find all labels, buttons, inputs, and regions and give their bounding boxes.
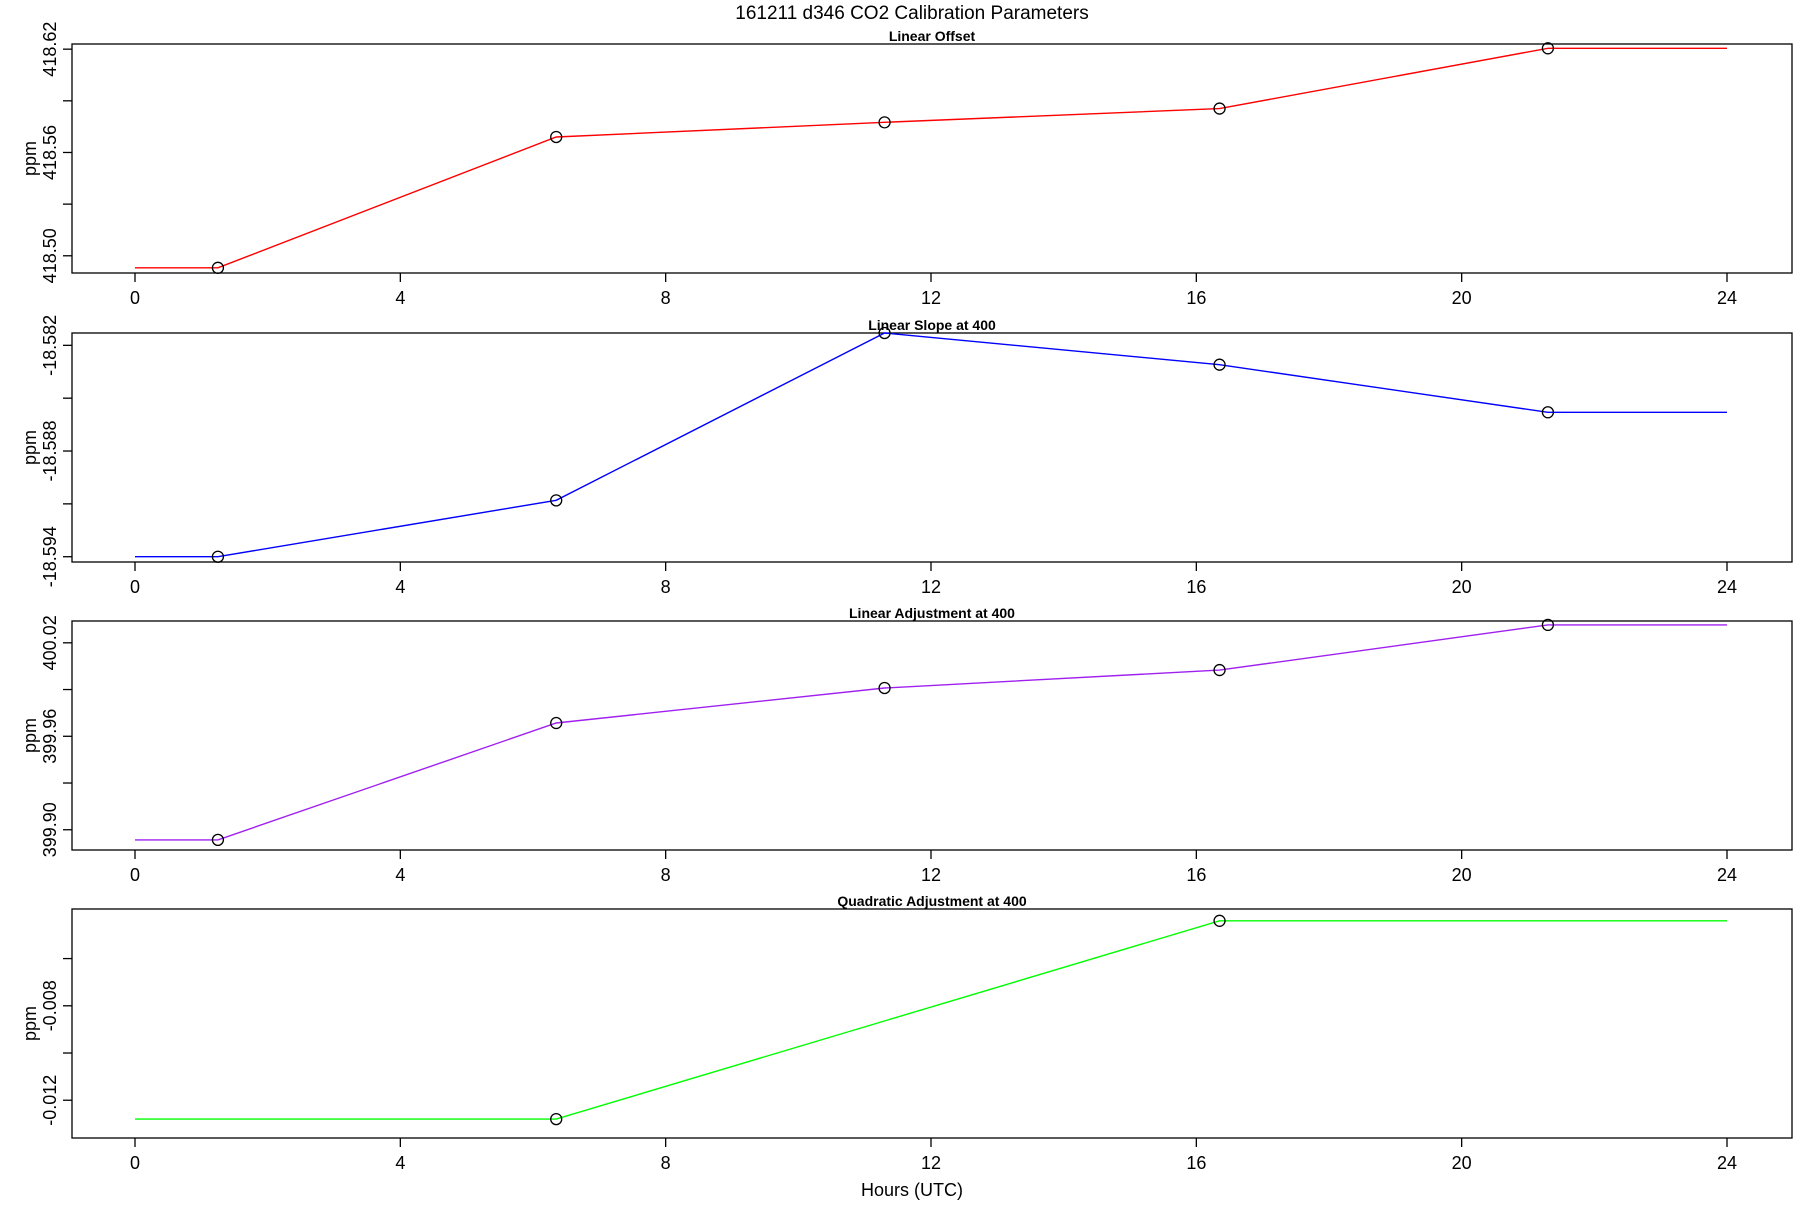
data-point (550, 130, 563, 144)
figure-title: 161211 d346 CO2 Calibration Parameters (735, 3, 1088, 24)
data-point (878, 326, 891, 340)
y-tick-label: 399.90 (40, 802, 60, 857)
data-point (550, 494, 563, 507)
x-tick-label: 4 (395, 865, 405, 885)
x-tick-label: 12 (921, 1153, 941, 1173)
y-axis-label: ppm (20, 718, 40, 753)
y-axis-label: ppm (20, 1006, 40, 1041)
data-point (550, 1112, 563, 1126)
x-tick-label: 12 (921, 577, 941, 597)
plot-frame (71, 332, 1793, 563)
x-tick-label: 8 (661, 865, 671, 885)
x-tick-label: 20 (1452, 1153, 1472, 1173)
y-tick-label: -0.008 (40, 980, 60, 1031)
panel-title: Linear Offset (889, 28, 976, 44)
data-point (1213, 663, 1226, 677)
data-point (1213, 358, 1226, 371)
x-tick-label: 12 (921, 865, 941, 885)
y-tick-label: 399.96 (40, 709, 60, 764)
x-tick-label: 8 (661, 1153, 671, 1173)
series-line (135, 624, 1727, 841)
plot-frame (71, 620, 1793, 851)
panel-title: Linear Adjustment at 400 (849, 605, 1015, 621)
panel-title: Quadratic Adjustment at 400 (837, 893, 1027, 909)
y-tick-label: -0.012 (40, 1075, 60, 1126)
data-point (550, 716, 563, 730)
data-point (211, 833, 225, 847)
data-point (1541, 42, 1555, 55)
data-point (878, 116, 891, 129)
x-tick-label: 16 (1186, 288, 1206, 308)
y-tick-label: -18.594 (40, 526, 60, 587)
x-tick-label: 4 (395, 288, 405, 308)
panel-4: Quadratic Adjustment at 400 0 4 8 12 16 20 24 -0… (20, 893, 1793, 1173)
x-tick-label: 20 (1452, 288, 1472, 308)
x-tick-label: 24 (1717, 288, 1737, 308)
x-tick-label: 24 (1717, 577, 1737, 597)
x-axis-label: Hours (UTC) (861, 1180, 963, 1200)
x-tick-label: 16 (1186, 577, 1206, 597)
x-tick-label: 4 (395, 1153, 405, 1173)
x-tick-label: 8 (661, 288, 671, 308)
y-tick-label: -18.588 (40, 420, 60, 481)
x-tick-label: 20 (1452, 865, 1472, 885)
y-tick-label: -18.582 (40, 315, 60, 376)
panel-1: Linear Offset 0 4 8 12 16 20 24 418.50 418.56 418.… (20, 22, 1793, 308)
x-tick-label: 0 (130, 288, 140, 308)
y-tick-label: 418.50 (40, 228, 60, 283)
y-tick-label: 418.56 (40, 125, 60, 180)
y-tick-label: 400.02 (40, 615, 60, 670)
panel-3: Linear Adjustment at 400 0 4 8 12 16 20 24 399.9… (20, 605, 1793, 885)
x-tick-label: 24 (1717, 865, 1737, 885)
x-tick-label: 8 (661, 577, 671, 597)
x-tick-label: 24 (1717, 1153, 1737, 1173)
plot-frame (71, 43, 1793, 274)
x-tick-label: 12 (921, 288, 941, 308)
series-line (135, 47, 1727, 269)
series-line (135, 920, 1727, 1120)
y-axis-label: ppm (20, 430, 40, 465)
panel-2: Linear Slope at 400 0 4 8 12 16 20 24 -18.594 -18… (20, 315, 1793, 597)
data-point (1541, 618, 1555, 632)
x-tick-label: 0 (130, 1153, 140, 1173)
data-point (1541, 406, 1555, 419)
data-point (1213, 102, 1226, 115)
plot-frame (71, 908, 1793, 1139)
panel-title: Linear Slope at 400 (868, 317, 996, 333)
data-point (211, 550, 225, 563)
data-point (878, 681, 891, 695)
x-tick-label: 0 (130, 865, 140, 885)
x-tick-label: 0 (130, 577, 140, 597)
x-tick-label: 20 (1452, 577, 1472, 597)
data-point (1213, 914, 1226, 927)
x-tick-label: 16 (1186, 865, 1206, 885)
y-tick-label: 418.62 (40, 22, 60, 77)
series-line (135, 332, 1727, 558)
data-point (211, 261, 225, 274)
x-tick-label: 16 (1186, 1153, 1206, 1173)
x-tick-label: 4 (395, 577, 405, 597)
y-axis-label: ppm (20, 141, 40, 176)
